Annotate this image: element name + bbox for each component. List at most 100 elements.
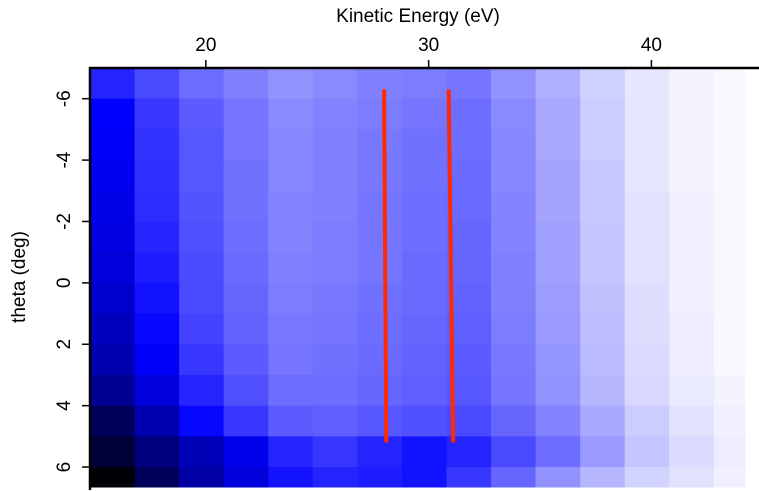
- heat-cell: [491, 160, 537, 192]
- heat-cell: [491, 405, 537, 437]
- heat-cell: [669, 436, 715, 468]
- heat-cell: [179, 344, 225, 376]
- y-tick-label: 6: [54, 462, 75, 473]
- heat-cell: [179, 129, 225, 161]
- heat-cell: [268, 436, 314, 468]
- heat-cell: [491, 313, 537, 345]
- heat-cell: [268, 221, 314, 253]
- y-tick-label: -4: [54, 151, 75, 168]
- heat-cell: [312, 436, 358, 468]
- heat-cell: [669, 467, 715, 488]
- heat-cell: [312, 98, 358, 130]
- heat-cell: [357, 221, 403, 253]
- heat-cell: [491, 221, 537, 253]
- heat-cell: [312, 190, 358, 222]
- heat-cell: [713, 190, 746, 222]
- heat-cell: [357, 436, 403, 468]
- heat-cell: [535, 436, 581, 468]
- heat-cell: [312, 129, 358, 161]
- heat-cell: [491, 467, 537, 488]
- heat-cell: [223, 313, 269, 345]
- heat-cell: [669, 68, 715, 100]
- y-axis-title: theta (deg): [9, 231, 30, 323]
- heat-cell: [535, 160, 581, 192]
- heat-cell: [491, 374, 537, 407]
- heat-cell: [401, 282, 447, 315]
- heat-cell: [624, 282, 670, 315]
- heat-cell: [223, 344, 269, 376]
- heat-cell: [535, 221, 581, 253]
- heat-cell: [312, 160, 358, 192]
- heat-cell: [713, 282, 746, 315]
- heat-cell: [713, 374, 746, 407]
- heat-cell: [580, 374, 626, 407]
- heat-cell: [624, 313, 670, 345]
- heat-cell: [134, 467, 180, 488]
- heat-cell: [357, 252, 403, 284]
- heat-cell: [357, 282, 403, 315]
- heat-cell: [580, 221, 626, 253]
- heat-cell: [401, 68, 447, 100]
- heat-cell: [357, 313, 403, 345]
- heat-cell: [90, 160, 136, 192]
- y-tick-label: -6: [54, 90, 75, 107]
- x-tick-label: 40: [641, 35, 662, 56]
- heat-cell: [268, 98, 314, 130]
- heat-cell: [624, 344, 670, 376]
- heat-cell: [446, 160, 492, 192]
- heat-cell: [624, 436, 670, 468]
- heat-cell: [624, 98, 670, 130]
- x-tick-label: 30: [418, 35, 439, 56]
- heat-cell: [535, 467, 581, 488]
- heat-cell: [90, 467, 136, 488]
- heat-cell: [580, 160, 626, 192]
- heat-cell: [179, 252, 225, 284]
- heat-cell: [90, 68, 136, 100]
- heat-cell: [580, 467, 626, 488]
- heat-cell: [624, 129, 670, 161]
- heat-cell: [669, 160, 715, 192]
- heat-cell: [357, 129, 403, 161]
- heat-cell: [268, 190, 314, 222]
- heat-cell: [268, 129, 314, 161]
- heat-cell: [491, 190, 537, 222]
- heat-cell: [179, 374, 225, 407]
- heat-cell: [535, 190, 581, 222]
- heat-cell: [312, 252, 358, 284]
- heat-cell: [580, 252, 626, 284]
- y-tick-label: 2: [54, 339, 75, 350]
- heat-cell: [624, 374, 670, 407]
- x-tick-label: 20: [195, 35, 216, 56]
- heat-cell: [580, 344, 626, 376]
- heat-cell: [713, 252, 746, 284]
- heat-cell: [312, 374, 358, 407]
- heat-cell: [713, 344, 746, 376]
- heat-cell: [624, 160, 670, 192]
- heat-cell: [580, 98, 626, 130]
- heat-cell: [713, 313, 746, 345]
- heat-cell: [491, 436, 537, 468]
- heat-cell: [669, 190, 715, 222]
- heat-cell: [357, 467, 403, 488]
- heat-cell: [401, 313, 447, 345]
- heat-cell: [624, 190, 670, 222]
- heat-cell: [90, 190, 136, 222]
- marker-line: [446, 89, 456, 443]
- heat-cell: [90, 221, 136, 253]
- heat-cell: [223, 190, 269, 222]
- heat-cell: [134, 374, 180, 407]
- heat-cell: [268, 374, 314, 407]
- heat-cell: [268, 313, 314, 345]
- heat-cell: [535, 344, 581, 376]
- heat-cell: [580, 282, 626, 315]
- heat-cell: [401, 467, 447, 488]
- heat-cell: [669, 313, 715, 345]
- heat-cell: [179, 190, 225, 222]
- heat-cell: [179, 313, 225, 345]
- heat-cell: [580, 313, 626, 345]
- heat-cell: [134, 436, 180, 468]
- heat-cell: [90, 129, 136, 161]
- heat-cell: [535, 252, 581, 284]
- heat-cell: [713, 160, 746, 192]
